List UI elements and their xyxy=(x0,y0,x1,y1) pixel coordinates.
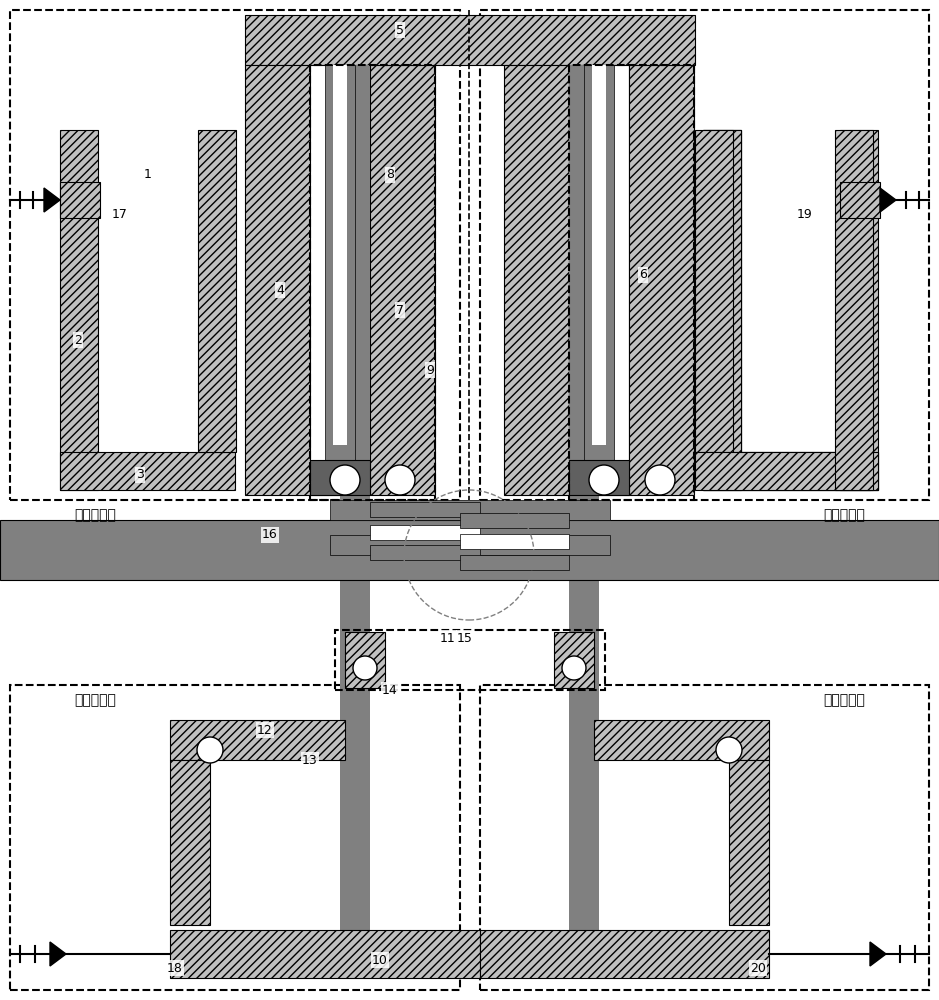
Circle shape xyxy=(330,465,360,495)
Text: 12: 12 xyxy=(257,724,273,736)
Text: 第一谐振器: 第一谐振器 xyxy=(74,508,115,522)
Bar xyxy=(10,10,460,500)
Bar xyxy=(703,130,741,490)
Bar xyxy=(245,65,310,495)
Bar xyxy=(504,65,569,495)
Bar xyxy=(310,65,370,495)
Bar xyxy=(629,65,694,495)
Polygon shape xyxy=(44,188,60,212)
Text: 第四谐振器: 第四谐振器 xyxy=(824,693,865,707)
Text: 14: 14 xyxy=(382,684,398,696)
Bar xyxy=(60,452,235,490)
Bar xyxy=(345,632,385,688)
Bar xyxy=(569,65,599,935)
Bar xyxy=(569,65,629,495)
Bar xyxy=(569,65,694,500)
Bar xyxy=(335,630,605,690)
Bar xyxy=(170,930,480,978)
Text: 8: 8 xyxy=(386,168,394,182)
Bar xyxy=(460,555,569,570)
Text: 11: 11 xyxy=(440,632,455,645)
Text: 7: 7 xyxy=(396,304,404,316)
Bar xyxy=(370,545,480,560)
Bar xyxy=(729,760,769,925)
Text: 13: 13 xyxy=(302,754,318,766)
Text: 10: 10 xyxy=(372,954,388,966)
Bar xyxy=(170,760,210,925)
Bar xyxy=(592,65,606,445)
Bar xyxy=(840,130,878,490)
Bar xyxy=(480,685,929,990)
Bar xyxy=(695,452,870,490)
Circle shape xyxy=(562,656,586,680)
Bar xyxy=(330,535,610,555)
Polygon shape xyxy=(50,942,66,966)
Text: 第三谐振器: 第三谐振器 xyxy=(74,693,115,707)
Bar xyxy=(370,65,435,495)
Bar xyxy=(60,130,98,490)
Bar xyxy=(703,130,741,452)
Text: 9: 9 xyxy=(426,363,434,376)
Bar xyxy=(60,182,100,218)
Text: 5: 5 xyxy=(396,23,404,36)
Circle shape xyxy=(716,737,742,763)
Bar xyxy=(370,525,480,540)
Text: 4: 4 xyxy=(276,284,284,296)
Bar xyxy=(703,452,878,490)
Text: 17: 17 xyxy=(112,209,128,222)
Polygon shape xyxy=(880,188,896,212)
Bar xyxy=(10,685,460,990)
Polygon shape xyxy=(870,942,886,966)
Circle shape xyxy=(353,656,377,680)
Bar xyxy=(245,15,695,65)
Bar xyxy=(835,130,873,490)
Bar xyxy=(480,10,929,500)
Bar xyxy=(460,513,569,528)
Text: 19: 19 xyxy=(797,209,813,222)
Text: 6: 6 xyxy=(639,268,647,282)
Bar xyxy=(0,520,939,580)
Text: 18: 18 xyxy=(167,962,183,974)
Circle shape xyxy=(197,737,223,763)
Bar xyxy=(370,502,480,517)
Bar xyxy=(198,130,236,452)
Bar xyxy=(310,460,370,495)
Bar xyxy=(340,65,370,935)
Text: 第二谐振器: 第二谐振器 xyxy=(824,508,865,522)
Text: 1: 1 xyxy=(144,168,152,182)
Text: 16: 16 xyxy=(262,528,278,542)
Bar xyxy=(569,460,629,495)
Bar xyxy=(310,65,435,500)
Bar xyxy=(703,452,878,490)
Bar xyxy=(325,65,355,460)
Bar xyxy=(840,182,880,218)
Bar xyxy=(330,500,610,520)
Text: 20: 20 xyxy=(750,962,766,974)
Bar xyxy=(594,720,769,760)
Bar xyxy=(333,65,347,445)
Bar xyxy=(584,65,614,460)
Bar xyxy=(480,930,769,978)
Circle shape xyxy=(589,465,619,495)
Text: 2: 2 xyxy=(74,334,82,347)
Text: 3: 3 xyxy=(136,468,144,482)
Bar xyxy=(554,632,594,688)
Bar xyxy=(703,130,741,452)
Circle shape xyxy=(385,465,415,495)
Circle shape xyxy=(645,465,675,495)
Bar xyxy=(460,534,569,549)
Bar xyxy=(170,720,345,760)
Text: 15: 15 xyxy=(457,632,473,645)
Bar xyxy=(695,130,733,452)
